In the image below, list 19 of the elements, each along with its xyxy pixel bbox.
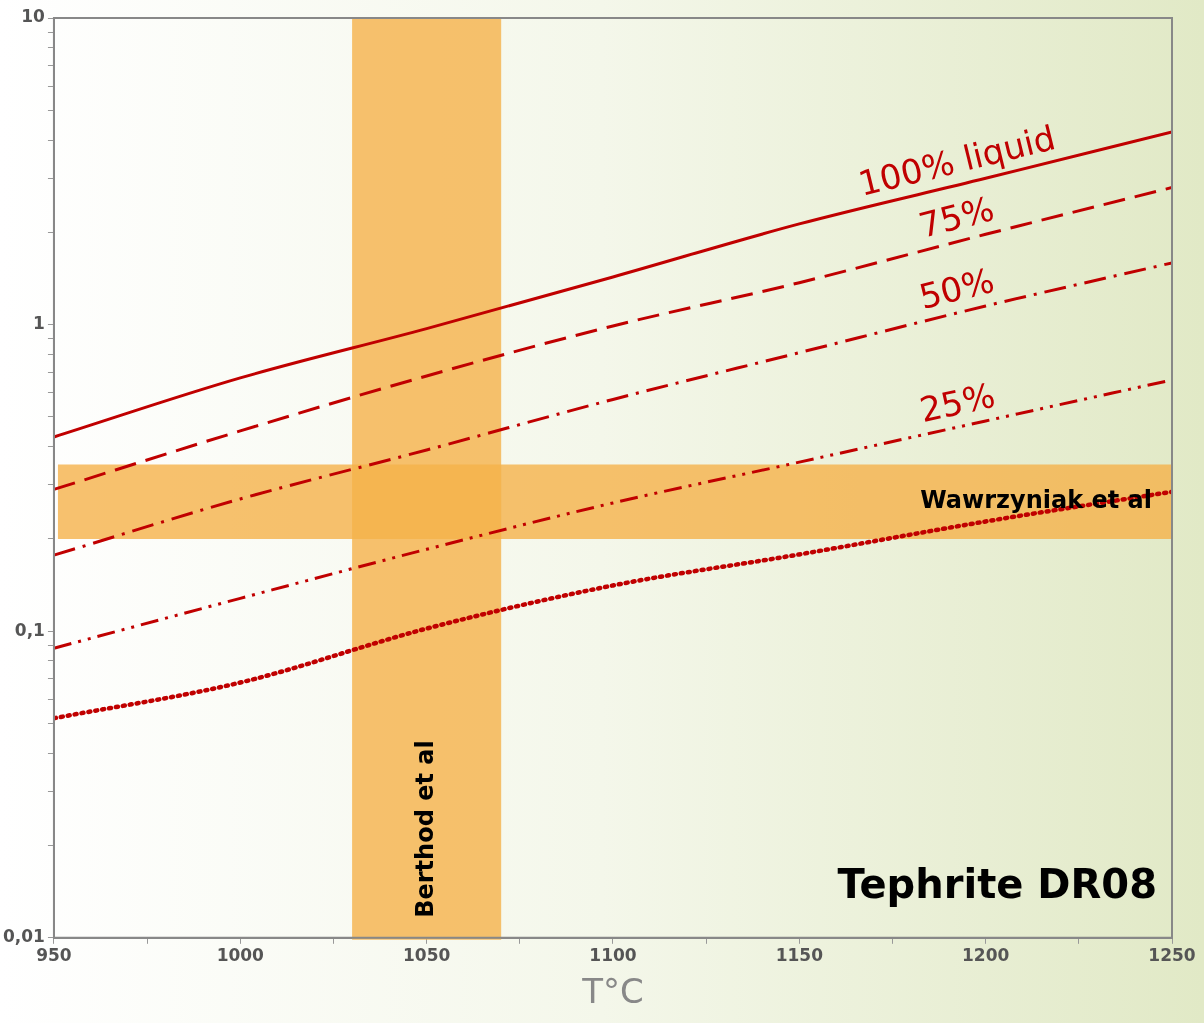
y-tick-label: 1 (33, 313, 45, 334)
y-tick-label: 10 (21, 6, 46, 27)
x-tick-label: 1100 (589, 945, 637, 966)
x-tick-label: 1250 (1148, 945, 1196, 966)
line-series (53, 261, 1172, 557)
line-series (53, 489, 1172, 721)
text: 25% (916, 374, 999, 431)
x-tick-label: 1000 (216, 945, 265, 966)
x-tick-label: 1150 (775, 945, 824, 966)
text: 50% (915, 259, 999, 317)
y-tick-label: 0,1 (14, 619, 45, 640)
x-tick-label: 950 (36, 945, 72, 966)
x-tick-label: 1050 (402, 945, 451, 966)
y-tick-label: 0,01 (2, 926, 45, 947)
x-axis-title: T°C (581, 971, 644, 1012)
annotation: Tephrite DR08 (837, 861, 1157, 908)
text: 75% (914, 188, 999, 246)
x-tick-label: 1200 (961, 945, 1010, 966)
band-label: Berthod et al (410, 740, 439, 918)
